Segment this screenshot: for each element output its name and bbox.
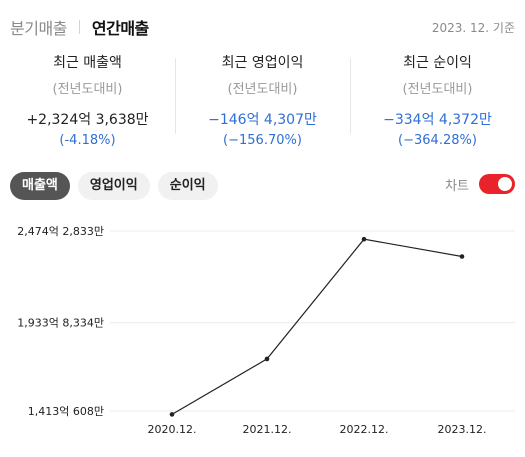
stat-operating-income: 최근 영업이익 (전년도대비) −146억 4,307만 (−156.70%) [175,50,350,148]
revenue-series-line [171,238,463,415]
data-point [264,356,270,362]
stat-change: (−156.70%) [223,133,302,148]
stat-value: +2,324억 3,638만 [26,112,149,128]
x-tick-label: 2023.12. [438,423,487,436]
x-tick-label: 2021.12. [243,423,292,436]
chart-toggle: 차트 [445,174,515,194]
y-tick-label: 1,413억 608만 [28,405,104,418]
as-of-date: 2023. 12. 기준 [431,21,515,35]
stat-change: (-4.18%) [59,133,116,148]
tab-quarterly-revenue[interactable]: 분기매출 [10,19,67,38]
stat-label: 최근 매출액 [53,55,122,71]
chart-toggle-switch[interactable] [479,174,515,194]
data-point [169,412,175,417]
summary-stats: 최근 매출액 (전년도대비) +2,324억 3,638만 (-4.18%) 최… [0,50,525,148]
data-point [361,236,367,242]
stat-label: 최근 순이익 [403,55,472,71]
tab-annual-revenue[interactable]: 연간매출 [91,19,149,38]
stat-label: 최근 영업이익 [221,55,304,71]
metric-chips: 매출액 영업이익 순이익 [10,172,218,200]
stat-comparison-note: (전년도대비) [52,82,123,97]
chip-net-income[interactable]: 순이익 [157,172,218,200]
stat-change: (−364.28%) [398,133,477,148]
x-tick-label: 2020.12. [148,423,197,436]
stat-value: −334억 4,372만 [383,112,492,128]
chip-revenue[interactable]: 매출액 [10,172,70,200]
tab-divider [78,20,80,34]
x-tick-label: 2022.12. [340,423,389,436]
revenue-line-chart: 1,413억 608만 1,933억 8,334만 2,474억 2,833만 202… [17,225,515,436]
stat-comparison-note: (전년도대비) [402,82,473,97]
data-point [459,254,465,259]
period-tabs: 분기매출 연간매출 [10,15,149,39]
chip-operating-income[interactable]: 영업이익 [77,172,150,200]
chart-toggle-label: 차트 [445,178,469,194]
stat-net-income: 최근 순이익 (전년도대비) −334억 4,372만 (−364.28%) [350,50,525,148]
stat-revenue: 최근 매출액 (전년도대비) +2,324억 3,638만 (-4.18%) [0,50,175,148]
y-tick-label: 1,933억 8,334만 [17,317,104,330]
stat-value: −146억 4,307만 [208,112,317,128]
y-tick-label: 2,474억 2,833만 [17,225,104,238]
stat-comparison-note: (전년도대비) [227,82,298,97]
toggle-knob [498,177,512,191]
